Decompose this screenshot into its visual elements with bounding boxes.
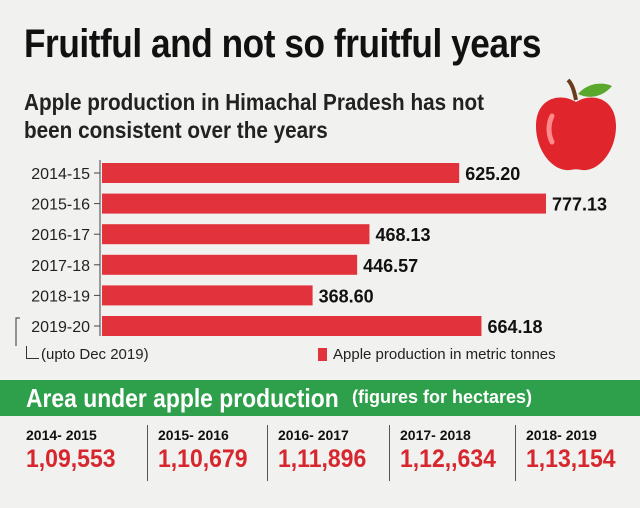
- area-value: 1,12,,634: [400, 445, 496, 473]
- value-label: 368.60: [319, 286, 374, 306]
- value-label: 777.13: [552, 195, 607, 215]
- bar: [102, 254, 358, 275]
- area-table: 2014- 2015 1,09,553 2015- 2016 1,10,679 …: [0, 425, 640, 485]
- area-year: 2018- 2019: [526, 427, 597, 443]
- page-title: Fruitful and not so fruitful years: [24, 22, 541, 66]
- area-item: 2017- 2018 1,12,,634: [390, 425, 516, 481]
- note-bracket: [15, 317, 20, 346]
- legend-label: Apple production in metric tonnes: [333, 346, 556, 363]
- footnote: (upto Dec 2019): [26, 346, 149, 363]
- area-section-header: Area under apple production (figures for…: [0, 380, 640, 416]
- value-label: 468.13: [375, 225, 430, 245]
- value-label: 446.57: [363, 256, 418, 276]
- bar-chart: 2014-15 625.20 2015-16 777.13 2016-17 468.13 2…: [15, 160, 607, 346]
- bar: [102, 163, 460, 183]
- area-item: 2016- 2017 1,11,896: [268, 425, 390, 481]
- area-value: 1,13,154: [526, 445, 616, 473]
- bar: [102, 224, 370, 245]
- bar: [102, 316, 482, 336]
- bar: [102, 193, 546, 214]
- value-label: 664.18: [487, 317, 542, 337]
- area-item: 2015- 2016 1,10,679: [148, 425, 268, 481]
- category-label: 2018-19: [31, 288, 90, 305]
- footnote-text: (upto Dec 2019): [41, 346, 149, 363]
- area-year: 2017- 2018: [400, 427, 471, 443]
- area-item: 2014- 2015 1,09,553: [0, 425, 148, 481]
- chart-legend: Apple production in metric tonnes: [318, 346, 556, 363]
- note-arrow-icon: [26, 346, 39, 359]
- value-label: 625.20: [465, 164, 520, 184]
- area-value: 1,11,896: [278, 445, 367, 473]
- category-label: 2016-17: [31, 227, 90, 244]
- category-label: 2017-18: [31, 258, 90, 275]
- bar: [102, 285, 313, 306]
- area-section-title: Area under apple production: [26, 382, 339, 413]
- category-label: 2015-16: [31, 197, 90, 214]
- category-label: 2019-20: [31, 319, 90, 336]
- subtitle: Apple production in Himachal Pradesh has…: [24, 89, 485, 143]
- area-value: 1,09,553: [26, 445, 116, 473]
- apple-icon: [536, 78, 616, 171]
- legend-swatch: [318, 348, 327, 361]
- area-year: 2015- 2016: [158, 427, 229, 443]
- area-year: 2014- 2015: [26, 427, 97, 443]
- area-section-note: (figures for hectares): [352, 387, 533, 407]
- area-item: 2018- 2019 1,13,154: [516, 425, 640, 481]
- area-year: 2016- 2017: [278, 427, 349, 443]
- category-label: 2014-15: [31, 166, 90, 183]
- area-value: 1,10,679: [158, 445, 248, 473]
